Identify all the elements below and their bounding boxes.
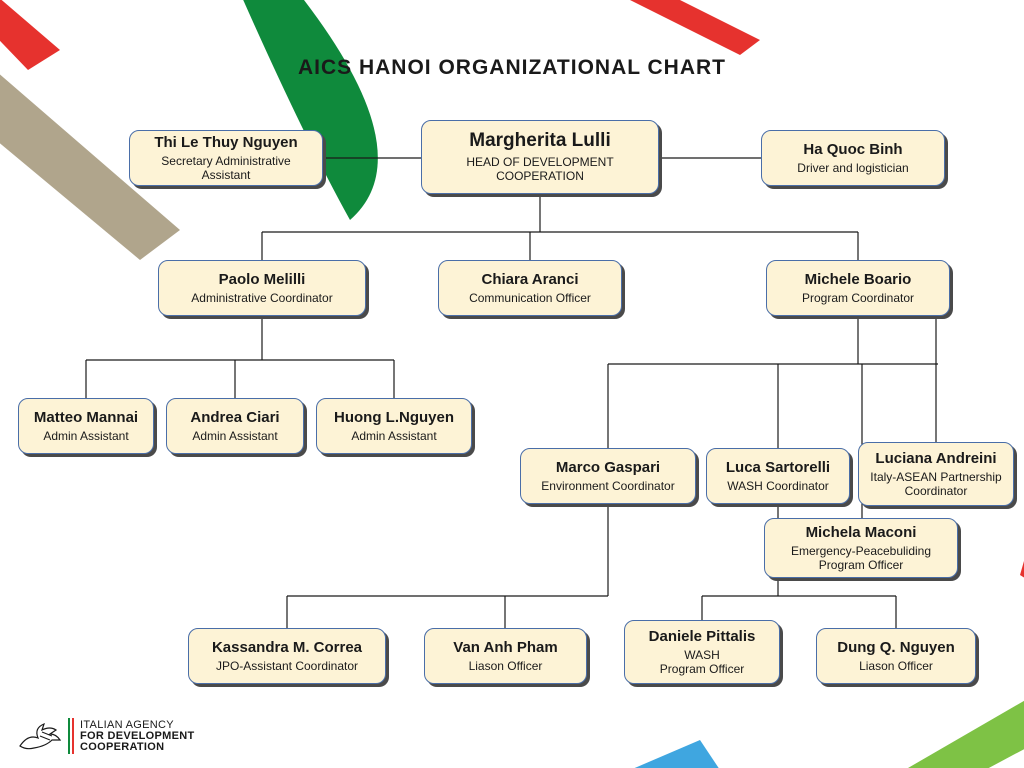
- org-node-driver: Ha Quoc Binh Driver and logistician: [761, 130, 945, 186]
- node-role: Admin Assistant: [325, 429, 463, 443]
- node-role: Secretary Administrative Assistant: [138, 154, 314, 183]
- node-role: WASH Program Officer: [633, 648, 771, 677]
- chart-title: AICS HANOI ORGANIZATIONAL CHART: [0, 56, 1024, 80]
- node-name: Paolo Melilli: [167, 271, 357, 289]
- node-role: Communication Officer: [447, 291, 613, 305]
- org-node-daniele: Daniele Pittalis WASH Program Officer: [624, 620, 780, 684]
- agency-logo: ITALIAN AGENCY FOR DEVELOPMENT COOPERATI…: [16, 716, 195, 756]
- node-name: Kassandra M. Correa: [197, 639, 377, 657]
- org-node-luca: Luca Sartorelli WASH Coordinator: [706, 448, 850, 504]
- node-role: Driver and logistician: [770, 161, 936, 175]
- node-name: Matteo Mannai: [27, 409, 145, 427]
- node-name: Chiara Aranci: [447, 271, 613, 289]
- node-name: Huong L.Nguyen: [325, 409, 463, 427]
- dove-icon: [16, 716, 64, 756]
- node-role: Program Coordinator: [775, 291, 941, 305]
- org-node-luciana: Luciana Andreini Italy-ASEAN Partnership …: [858, 442, 1014, 506]
- org-node-secretary: Thi Le Thuy Nguyen Secretary Administrati…: [129, 130, 323, 186]
- node-role: HEAD OF DEVELOPMENT COOPERATION: [430, 155, 650, 184]
- node-name: Luciana Andreini: [867, 450, 1005, 468]
- org-node-paolo: Paolo Melilli Administrative Coordinator: [158, 260, 366, 316]
- node-name: Andrea Ciari: [175, 409, 295, 427]
- flag-bars-icon: [68, 718, 74, 754]
- org-node-marco: Marco Gaspari Environment Coordinator: [520, 448, 696, 504]
- org-node-chiara: Chiara Aranci Communication Officer: [438, 260, 622, 316]
- org-node-matteo: Matteo Mannai Admin Assistant: [18, 398, 154, 454]
- node-name: Michela Maconi: [773, 524, 949, 542]
- node-name: Luca Sartorelli: [715, 459, 841, 477]
- node-name: Marco Gaspari: [529, 459, 687, 477]
- node-name: Thi Le Thuy Nguyen: [138, 134, 314, 152]
- node-name: Margherita Lulli: [430, 130, 650, 153]
- node-role: WASH Coordinator: [715, 479, 841, 493]
- node-name: Van Anh Pham: [433, 639, 578, 657]
- org-node-michele: Michele Boario Program Coordinator: [766, 260, 950, 316]
- node-name: Daniele Pittalis: [633, 628, 771, 646]
- node-name: Michele Boario: [775, 271, 941, 289]
- node-role: Admin Assistant: [175, 429, 295, 443]
- node-name: Ha Quoc Binh: [770, 141, 936, 159]
- org-node-michela: Michela Maconi Emergency-Peacebuliding Pr…: [764, 518, 958, 578]
- node-role: Admin Assistant: [27, 429, 145, 443]
- node-role: Administrative Coordinator: [167, 291, 357, 305]
- org-node-kassandra: Kassandra M. Correa JPO-Assistant Coordin…: [188, 628, 386, 684]
- node-role: Environment Coordinator: [529, 479, 687, 493]
- node-role: JPO-Assistant Coordinator: [197, 659, 377, 673]
- node-role: Liason Officer: [825, 659, 967, 673]
- org-node-head: Margherita LulliHEAD OF DEVELOPMENT COOP…: [421, 120, 659, 194]
- org-node-huong: Huong L.Nguyen Admin Assistant: [316, 398, 472, 454]
- node-role: Emergency-Peacebuliding Program Officer: [773, 544, 949, 573]
- org-node-dung: Dung Q. Nguyen Liason Officer: [816, 628, 976, 684]
- logo-line-3: COOPERATION: [80, 742, 195, 753]
- node-role: Liason Officer: [433, 659, 578, 673]
- org-node-vananh: Van Anh Pham Liason Officer: [424, 628, 587, 684]
- org-node-andrea: Andrea Ciari Admin Assistant: [166, 398, 304, 454]
- logo-line-2: FOR DEVELOPMENT: [80, 731, 195, 742]
- node-name: Dung Q. Nguyen: [825, 639, 967, 657]
- node-role: Italy-ASEAN Partnership Coordinator: [867, 470, 1005, 499]
